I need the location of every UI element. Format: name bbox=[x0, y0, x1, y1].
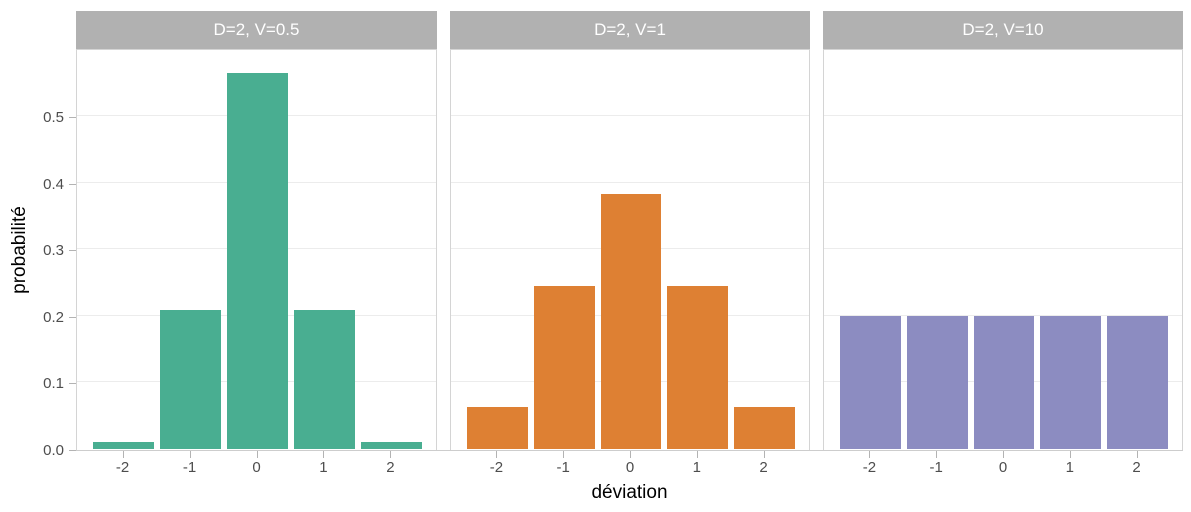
y-tick bbox=[69, 250, 76, 251]
bar bbox=[160, 310, 222, 449]
major-gridline bbox=[451, 181, 809, 183]
facet-strip: D=2, V=1 bbox=[450, 11, 810, 49]
x-tick-label: -1 bbox=[556, 459, 570, 476]
x-tick-label: -2 bbox=[489, 459, 504, 476]
x-tick bbox=[256, 451, 258, 458]
bar bbox=[533, 285, 595, 449]
bar bbox=[734, 406, 795, 449]
y-tick-label: 0.2 bbox=[43, 308, 64, 326]
bar bbox=[840, 315, 901, 449]
x-tick bbox=[390, 451, 392, 458]
x-tick-label: 2 bbox=[759, 459, 768, 476]
facet-strip-label: D=2, V=10 bbox=[962, 20, 1044, 39]
bar bbox=[1107, 315, 1168, 449]
x-tick bbox=[630, 451, 631, 458]
x-tick bbox=[869, 451, 871, 458]
x-axis-title: déviation bbox=[591, 482, 668, 503]
facet-strip: D=2, V=10 bbox=[823, 11, 1183, 49]
x-tick-label: 2 bbox=[386, 459, 395, 476]
bar bbox=[467, 406, 528, 449]
major-gridline bbox=[824, 314, 1182, 316]
bar bbox=[226, 73, 288, 449]
x-tick-label: 2 bbox=[1132, 459, 1141, 476]
major-gridline bbox=[824, 115, 1182, 116]
x-tick bbox=[122, 451, 124, 458]
y-tick-label: 0.0 bbox=[43, 441, 64, 459]
x-tick bbox=[1136, 451, 1138, 458]
x-tick-label: -2 bbox=[862, 459, 877, 476]
x-tick-label: 0 bbox=[998, 459, 1008, 476]
x-tick bbox=[563, 451, 565, 458]
facet-strip-label: D=2, V=0.5 bbox=[213, 20, 300, 39]
bar bbox=[293, 310, 355, 449]
x-tick bbox=[323, 451, 325, 458]
bar bbox=[906, 315, 968, 449]
x-tick-label: 0 bbox=[625, 459, 635, 476]
x-tick bbox=[936, 451, 938, 458]
major-gridline bbox=[824, 181, 1182, 183]
bar bbox=[1040, 315, 1102, 449]
facet-panel bbox=[823, 49, 1183, 451]
x-tick-label: -1 bbox=[182, 459, 197, 476]
x-tick-label: -2 bbox=[115, 459, 130, 476]
x-tick-label: 1 bbox=[1065, 459, 1074, 476]
major-gridline bbox=[824, 248, 1182, 249]
x-tick bbox=[763, 451, 765, 458]
bar bbox=[93, 441, 155, 449]
x-axis-line bbox=[76, 450, 1183, 451]
facet-panel bbox=[76, 49, 437, 451]
x-tick bbox=[189, 451, 191, 458]
bar bbox=[973, 315, 1035, 449]
x-tick-label: -1 bbox=[929, 459, 943, 476]
x-tick-label: 1 bbox=[319, 459, 328, 476]
x-tick bbox=[1003, 451, 1004, 458]
y-tick-label: 0.1 bbox=[43, 375, 64, 392]
y-tick-label: 0.5 bbox=[43, 109, 64, 126]
facet-strip-label: D=2, V=1 bbox=[594, 20, 666, 39]
x-tick-label: 0 bbox=[252, 459, 261, 476]
x-tick bbox=[696, 451, 698, 458]
y-tick bbox=[69, 383, 76, 384]
x-tick-label: 1 bbox=[692, 459, 701, 476]
y-tick-label: 0.3 bbox=[43, 242, 64, 259]
y-tick bbox=[69, 183, 76, 185]
facet-panel bbox=[450, 49, 810, 451]
y-tick-label: 0.4 bbox=[43, 175, 64, 193]
facet-strip: D=2, V=0.5 bbox=[76, 11, 437, 49]
bar bbox=[600, 193, 662, 449]
y-tick bbox=[69, 117, 76, 118]
bar bbox=[667, 285, 729, 449]
y-tick bbox=[69, 316, 76, 318]
x-tick bbox=[496, 451, 498, 458]
major-gridline bbox=[451, 115, 809, 116]
y-tick bbox=[69, 449, 76, 451]
bar bbox=[360, 441, 422, 449]
x-tick bbox=[1069, 451, 1071, 458]
